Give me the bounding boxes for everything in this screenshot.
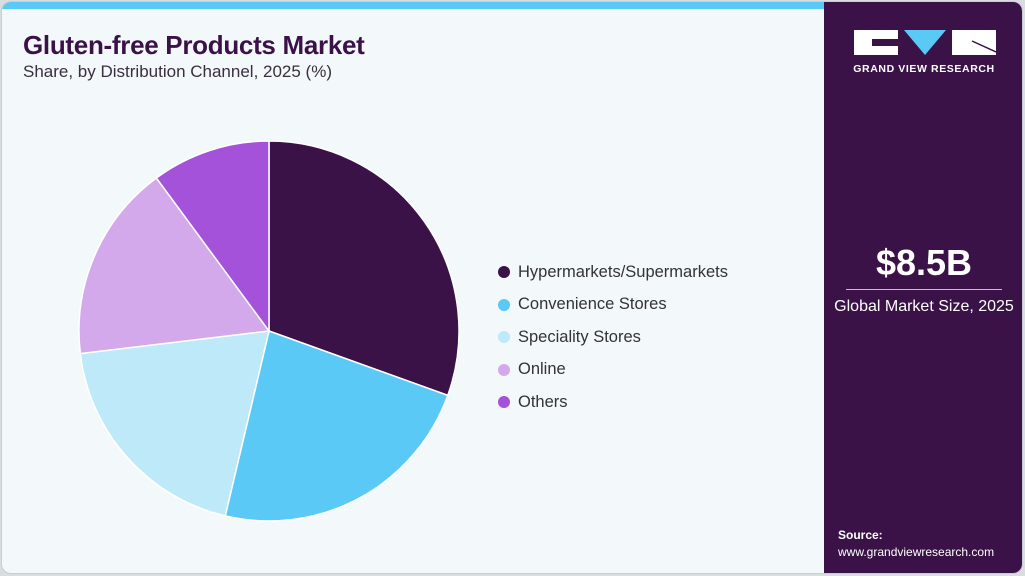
legend-dot-icon — [498, 363, 510, 376]
legend-item: Speciality Stores — [498, 321, 728, 354]
logo-text: GRAND VIEW RESEARCH — [853, 63, 995, 75]
legend-item: Hypermarkets/Supermarkets — [498, 256, 728, 289]
accent-bar — [2, 2, 824, 9]
legend-label: Speciality Stores — [518, 327, 641, 346]
legend-dot-icon — [498, 298, 510, 311]
legend-dot-icon — [498, 331, 510, 344]
legend-label: Others — [518, 392, 568, 411]
pie-slice-online — [78, 176, 271, 355]
legend-dot-icon — [498, 396, 510, 409]
source-label: Source: — [838, 528, 883, 542]
legend-label: Online — [518, 360, 566, 379]
chart-title: Gluten-free Products Market — [23, 30, 365, 60]
pie-slice-hypermarkets-supermarkets — [268, 140, 460, 397]
gvr-logo-icon — [854, 30, 996, 55]
chart-subtitle: Share, by Distribution Channel, 2025 (%) — [23, 62, 332, 81]
legend-item: Convenience Stores — [498, 289, 728, 322]
market-size-label: Global Market Size, 2025 — [834, 298, 1014, 315]
legend-dot-icon — [498, 266, 510, 279]
source: Source: www.grandviewresearch.com — [838, 527, 994, 561]
info-panel: GRAND VIEW RESEARCH $8.5B Global Market … — [824, 2, 1022, 573]
divider — [846, 289, 1002, 290]
pie-slice-others — [155, 140, 270, 334]
legend-item: Online — [498, 354, 728, 387]
pie-slice-speciality-stores — [79, 330, 270, 517]
legend-item: Others — [498, 386, 728, 419]
legend-label: Convenience Stores — [518, 295, 667, 314]
pie-slice-convenience-stores — [224, 330, 449, 522]
pie-chart — [78, 140, 460, 522]
legend: Hypermarkets/Supermarkets Convenience Sto… — [498, 256, 728, 419]
source-link[interactable]: www.grandviewresearch.com — [838, 545, 995, 559]
legend-label: Hypermarkets/Supermarkets — [518, 262, 728, 281]
market-size-value: $8.5B — [875, 242, 973, 283]
